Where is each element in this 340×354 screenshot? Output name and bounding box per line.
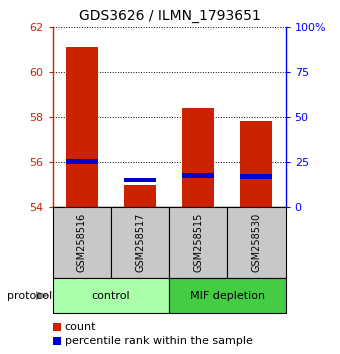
Bar xyxy=(182,173,214,178)
Bar xyxy=(66,159,98,165)
Bar xyxy=(182,108,214,207)
Bar xyxy=(53,207,111,278)
Bar xyxy=(66,47,98,207)
Polygon shape xyxy=(36,291,49,300)
Text: GSM258516: GSM258516 xyxy=(77,213,87,272)
Text: GDS3626 / ILMN_1793651: GDS3626 / ILMN_1793651 xyxy=(79,9,261,23)
Bar xyxy=(169,207,227,278)
Text: protocol: protocol xyxy=(7,291,52,301)
Bar xyxy=(169,278,286,313)
Bar xyxy=(111,207,169,278)
Text: control: control xyxy=(91,291,130,301)
Bar xyxy=(53,278,169,313)
Text: count: count xyxy=(65,322,96,332)
Text: MIF depletion: MIF depletion xyxy=(190,291,265,301)
Bar xyxy=(240,174,272,179)
Bar xyxy=(124,184,156,207)
Text: percentile rank within the sample: percentile rank within the sample xyxy=(65,336,253,346)
Bar xyxy=(240,121,272,207)
Text: GSM258517: GSM258517 xyxy=(135,213,145,272)
Text: GSM258530: GSM258530 xyxy=(252,213,261,272)
Text: GSM258515: GSM258515 xyxy=(193,213,203,272)
Bar xyxy=(227,207,286,278)
Bar xyxy=(124,177,156,183)
